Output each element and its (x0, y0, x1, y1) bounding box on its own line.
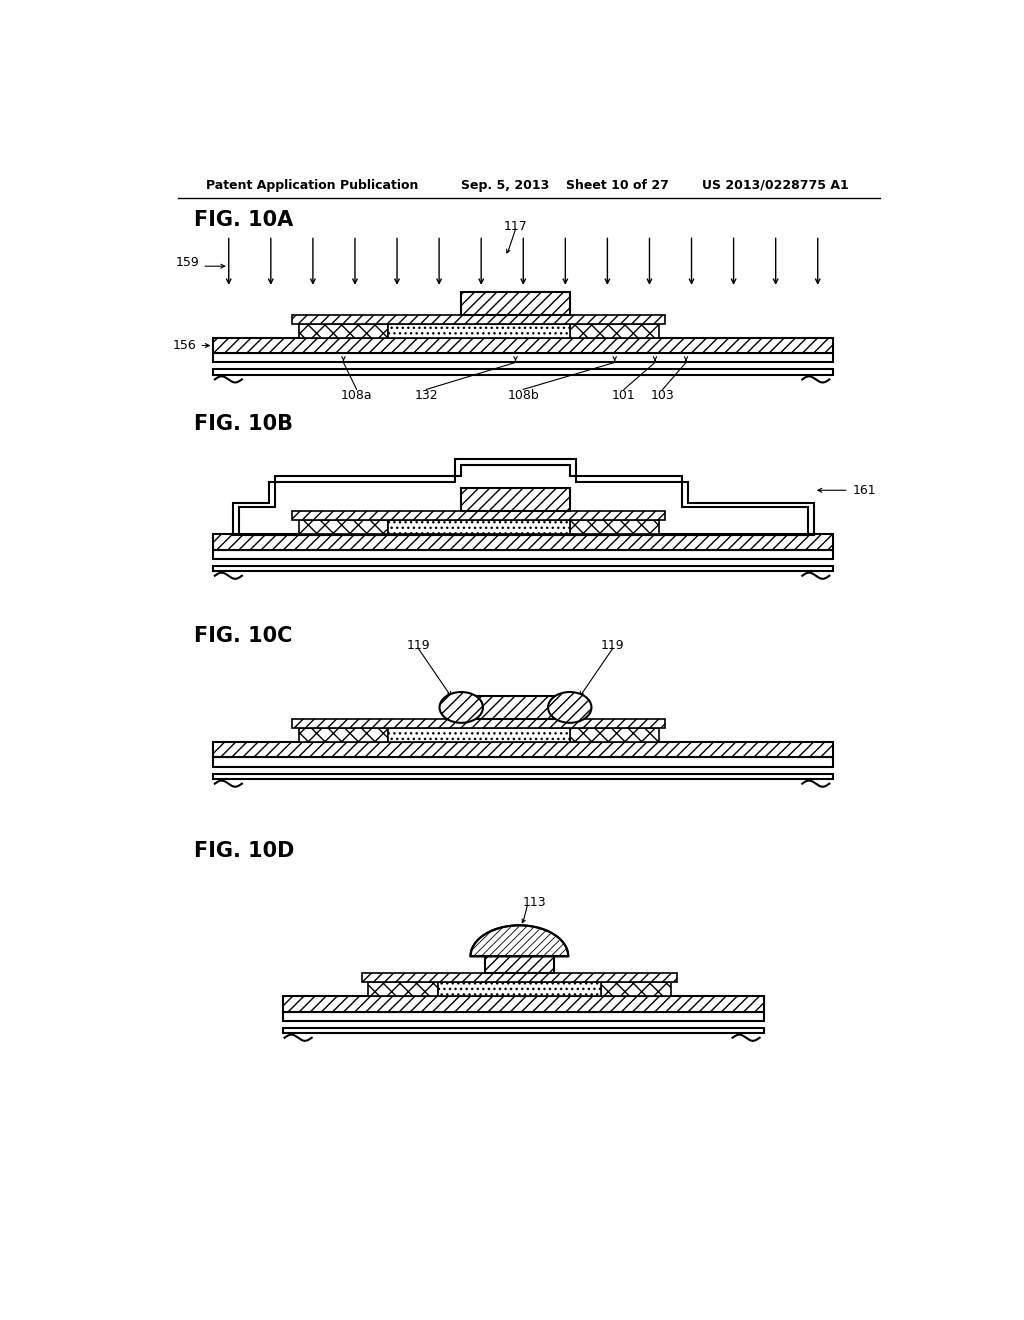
Bar (461, 488, 569, 511)
Bar (292, 314, 665, 323)
Text: Patent Application Publication: Patent Application Publication (206, 178, 418, 191)
Ellipse shape (439, 692, 483, 723)
Bar (388, 729, 569, 742)
Text: 156: 156 (172, 339, 197, 352)
Text: 103: 103 (651, 389, 675, 403)
Bar (213, 549, 834, 558)
Text: 113: 113 (523, 896, 547, 908)
Text: 119: 119 (600, 639, 625, 652)
Text: 117: 117 (504, 219, 527, 232)
Polygon shape (471, 925, 568, 956)
Bar (388, 323, 569, 338)
Text: 101: 101 (612, 389, 636, 403)
Bar (213, 774, 834, 779)
Bar (569, 323, 658, 338)
Bar (601, 982, 671, 997)
Bar (362, 973, 677, 982)
Bar (299, 729, 388, 742)
Bar (484, 956, 554, 973)
Bar (213, 370, 834, 375)
Ellipse shape (548, 692, 592, 723)
Text: FIG. 10C: FIG. 10C (194, 626, 292, 645)
Bar (283, 1011, 764, 1020)
Text: Sep. 5, 2013: Sep. 5, 2013 (461, 178, 550, 191)
Text: 108a: 108a (341, 389, 373, 403)
Text: FIG. 10A: FIG. 10A (194, 210, 293, 230)
Bar (388, 520, 569, 535)
Text: 161: 161 (853, 483, 877, 496)
Bar (213, 758, 834, 767)
Text: 132: 132 (415, 389, 438, 403)
Bar (569, 729, 658, 742)
Bar (213, 354, 834, 363)
Bar (292, 719, 665, 729)
Bar (283, 997, 764, 1011)
Bar (299, 323, 388, 338)
Text: 108b: 108b (507, 389, 539, 403)
Bar (213, 742, 834, 758)
Bar (213, 535, 834, 549)
Bar (461, 696, 569, 719)
Bar (461, 292, 569, 314)
Bar (369, 982, 438, 997)
Text: FIG. 10D: FIG. 10D (194, 841, 294, 862)
Text: US 2013/0228775 A1: US 2013/0228775 A1 (701, 178, 848, 191)
Bar (213, 338, 834, 354)
Text: FIG. 10B: FIG. 10B (194, 414, 293, 434)
Bar (283, 1028, 764, 1034)
Bar (292, 511, 665, 520)
Text: 119: 119 (407, 639, 430, 652)
Bar (213, 566, 834, 572)
Text: 159: 159 (175, 256, 200, 269)
Bar (299, 520, 388, 535)
Text: Sheet 10 of 27: Sheet 10 of 27 (566, 178, 669, 191)
Bar (438, 982, 601, 997)
Bar (569, 520, 658, 535)
